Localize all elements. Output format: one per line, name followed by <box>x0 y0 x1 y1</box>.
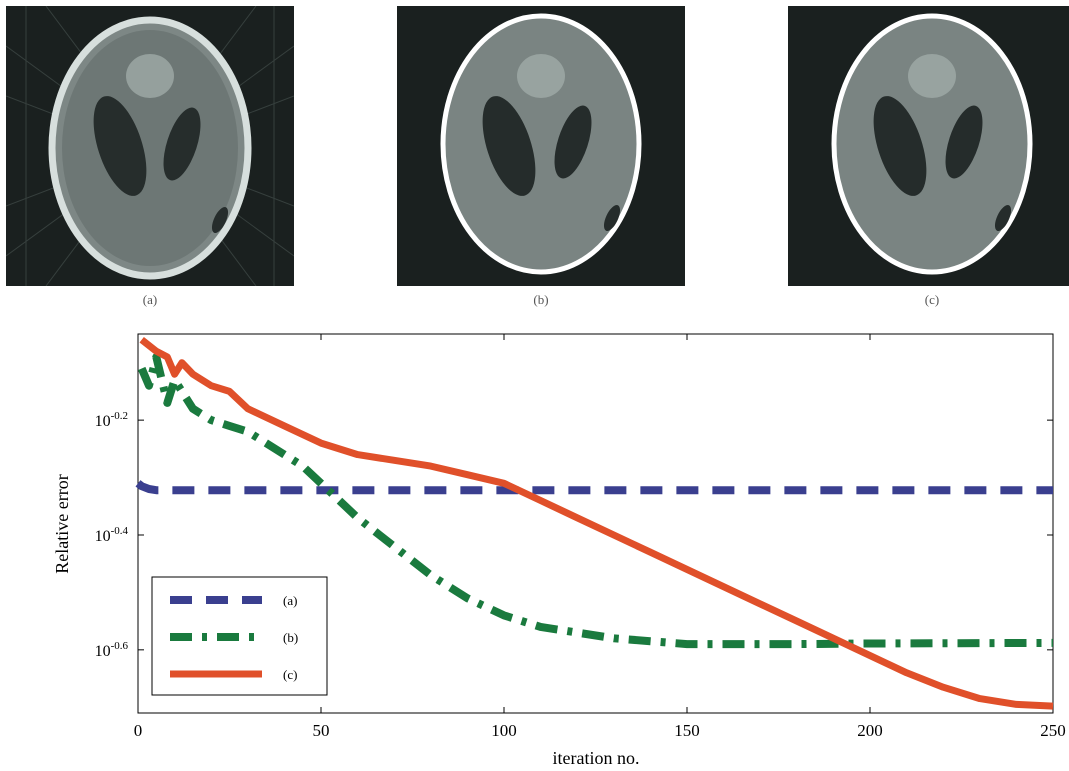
series-line-1 <box>138 353 1054 649</box>
x-tick-label-4: 200 <box>857 721 883 740</box>
phantom-panel-a <box>6 6 294 286</box>
x-tick-label-3: 150 <box>674 721 700 740</box>
x-tick-label-0: 0 <box>134 721 143 740</box>
x-axis: 0 50 100 150 200 250 <box>134 334 1066 740</box>
legend-label-1: (b) <box>283 630 298 645</box>
plot-frame <box>137 333 1054 714</box>
phantom-panel-b <box>397 6 685 286</box>
y-tick-label-2: 10-0.6 <box>95 640 129 660</box>
panel-label-a: (a) <box>142 292 158 307</box>
series-line-2 <box>139 336 1054 710</box>
y-tick-label-0: 10-0.2 <box>95 410 128 430</box>
phantom-image-b <box>440 13 642 275</box>
y-axis-label: Relative error <box>52 474 72 573</box>
phantom-image-a <box>6 6 294 286</box>
phantom-panel-c <box>788 6 1069 286</box>
legend: (a) (b) (c) <box>151 576 328 696</box>
panel-label-c: (c) <box>924 292 940 307</box>
x-tick-label-2: 100 <box>491 721 517 740</box>
panel-label-b: (b) <box>533 292 549 307</box>
series-line-0 <box>135 480 1053 495</box>
x-tick-label-5: 250 <box>1040 721 1066 740</box>
legend-label-2: (c) <box>283 667 297 682</box>
x-axis-label: iteration no. <box>553 748 640 768</box>
y-axis: 10-0.2 10-0.4 10-0.6 <box>95 410 1053 660</box>
series-layer <box>135 336 1054 710</box>
y-tick-label-1: 10-0.4 <box>95 525 129 545</box>
x-tick-label-1: 50 <box>313 721 330 740</box>
relative-error-chart: 0 50 100 150 200 250 10-0.2 10-0.4 10-0.6 itera… <box>52 333 1066 768</box>
phantom-image-c <box>831 13 1033 275</box>
legend-label-0: (a) <box>283 593 297 608</box>
